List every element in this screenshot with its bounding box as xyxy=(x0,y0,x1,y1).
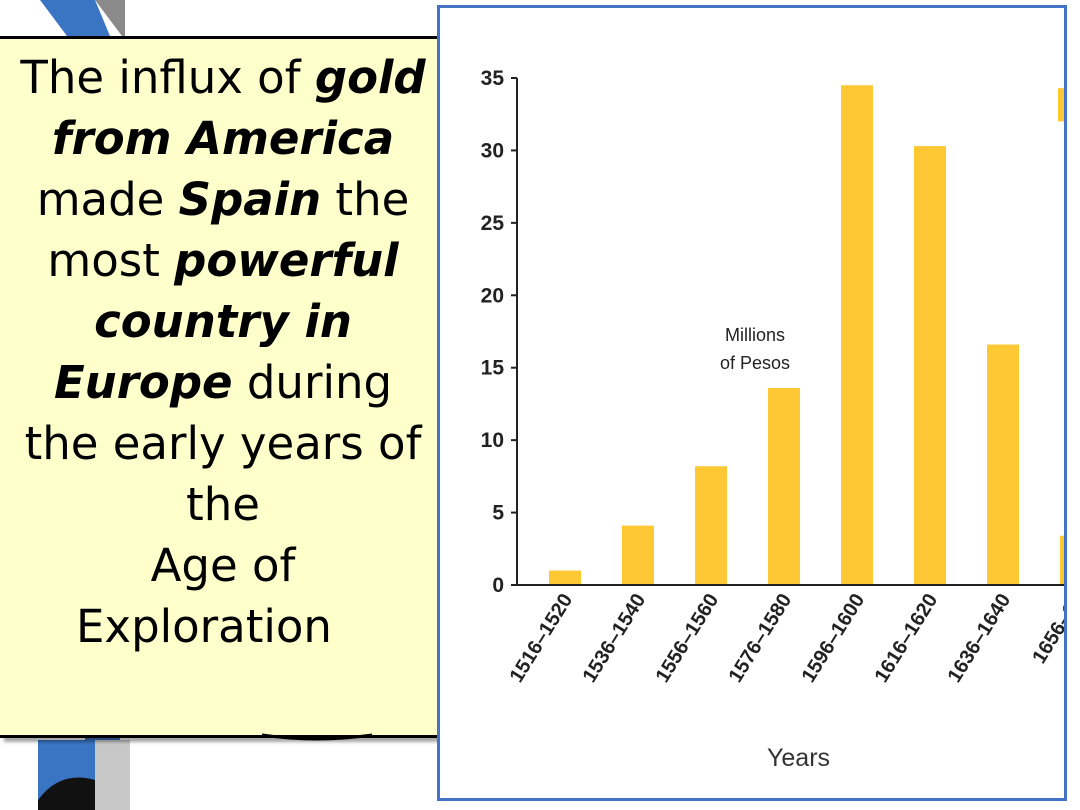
y-tick-label: 20 xyxy=(481,284,504,307)
callout-text: The influx of gold from America made Spa… xyxy=(18,47,428,535)
x-tick-label: 1656–16 xyxy=(1028,590,1064,668)
callout-emphasis-spain: Spain xyxy=(178,173,322,226)
callout-line-exploration: Exploration xyxy=(76,600,332,653)
x-axis-title: Years xyxy=(767,744,830,772)
callout-line-age: Age of xyxy=(150,539,296,592)
x-tick-label: 1616–1620 xyxy=(871,590,943,687)
x-tick-label: 1636–1640 xyxy=(944,590,1016,687)
callout-text-part: the most xyxy=(47,173,410,287)
bar-0 xyxy=(549,570,581,585)
y-tick-label: 10 xyxy=(481,429,504,452)
y-tick-label: 35 xyxy=(481,67,505,90)
bar-7 xyxy=(1060,535,1064,585)
callout-text-part: during the early years of the xyxy=(24,356,422,531)
callout-text-part: The influx of xyxy=(20,51,315,104)
gold-imports-bar-chart: 0 5 10 15 20 25 30 35 1516–1520 1536–1540 1556–15… xyxy=(481,67,1064,772)
bar-1 xyxy=(622,525,654,585)
callout-text-part: made xyxy=(36,173,179,226)
annotation-millions: Millions xyxy=(725,325,785,345)
x-tick-label: 1596–1600 xyxy=(798,590,870,687)
x-tick-label: 1536–1540 xyxy=(579,590,651,687)
x-tick-label: 1576–1580 xyxy=(725,590,797,687)
y-tick-label: 5 xyxy=(492,502,504,525)
bar-6 xyxy=(987,344,1019,585)
bar-5 xyxy=(914,146,946,585)
y-tick-label: 25 xyxy=(481,212,505,235)
y-tick-label: 0 xyxy=(492,574,504,597)
bar-3 xyxy=(768,387,800,585)
x-tick-label: 1516–1520 xyxy=(506,590,578,687)
callout-emphasis-powerful: powerful country in Europe xyxy=(53,234,399,409)
annotation-of-pesos: of Pesos xyxy=(720,353,790,373)
callout-emphasis-gold: gold from America xyxy=(51,51,426,165)
x-tick-label: 1556–1560 xyxy=(652,590,724,687)
callout-box: The influx of gold from America made Spa… xyxy=(0,36,441,738)
chart-frame: 0 5 10 15 20 25 30 35 1516–1520 1536–1540 1556–15… xyxy=(437,5,1067,801)
bar-4 xyxy=(841,85,873,585)
bar-2 xyxy=(695,466,727,585)
bar-partial-top xyxy=(1058,88,1064,122)
y-tick-label: 15 xyxy=(481,357,505,380)
y-tick-label: 30 xyxy=(481,139,504,162)
callout-tail xyxy=(262,733,372,741)
